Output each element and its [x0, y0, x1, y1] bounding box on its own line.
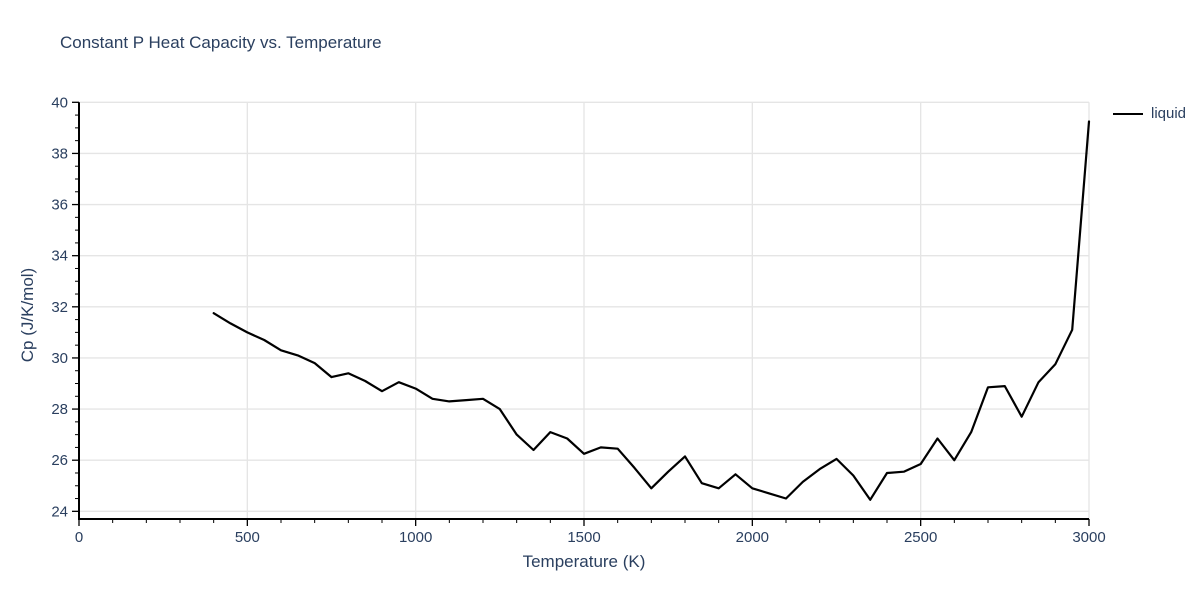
legend: liquid — [1113, 105, 1186, 123]
y-tick-label: 24 — [51, 503, 68, 520]
y-tick-label: 38 — [51, 145, 68, 162]
y-tick-label: 26 — [51, 452, 68, 469]
series-line-liquid — [212, 120, 1091, 501]
x-tick-label: 500 — [235, 529, 260, 546]
x-tick-label: 2000 — [736, 529, 769, 546]
y-tick-label: 36 — [51, 197, 68, 214]
y-tick-label: 28 — [51, 401, 68, 418]
x-tick-label: 1000 — [399, 529, 432, 546]
y-tick-label: 32 — [51, 299, 68, 316]
y-tick-label: 30 — [51, 350, 68, 367]
legend-line-swatch — [1113, 113, 1143, 115]
y-tick-label: 40 — [51, 94, 68, 111]
legend-item-liquid[interactable]: liquid — [1113, 105, 1186, 123]
y-axis-title: Cp (J/K/mol) — [18, 267, 37, 363]
x-tick-label: 1500 — [567, 529, 600, 546]
y-tick-label: 34 — [51, 248, 68, 265]
x-tick-label: 0 — [75, 529, 83, 546]
legend-label: liquid — [1151, 105, 1187, 122]
x-tick-label: 2500 — [904, 529, 937, 546]
chart-title: Constant P Heat Capacity vs. Temperature — [60, 33, 382, 52]
x-tick-label: 3000 — [1072, 529, 1105, 546]
x-axis-title: Temperature (K) — [522, 552, 646, 571]
